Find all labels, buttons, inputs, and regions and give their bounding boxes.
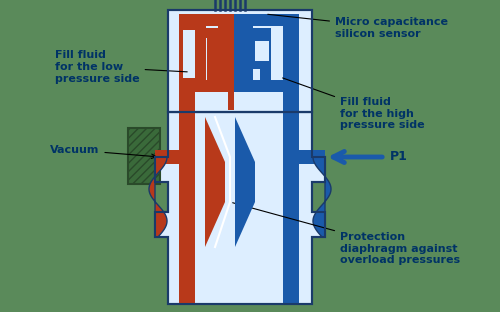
Text: Fill fluid
for the high
pressure side: Fill fluid for the high pressure side: [282, 78, 424, 130]
Bar: [195, 26, 206, 80]
Bar: [179, 14, 230, 26]
Bar: [168, 10, 312, 112]
Bar: [179, 104, 195, 304]
Bar: [179, 14, 195, 110]
Bar: [242, 28, 271, 38]
Text: Micro capacitance
silicon sensor: Micro capacitance silicon sensor: [268, 14, 448, 39]
Bar: [242, 32, 271, 80]
Bar: [228, 14, 234, 110]
Bar: [183, 30, 216, 78]
Bar: [179, 80, 230, 92]
Bar: [155, 150, 195, 164]
Bar: [230, 80, 299, 92]
Text: Vacuum: Vacuum: [50, 145, 156, 158]
Polygon shape: [149, 157, 167, 237]
Bar: [168, 10, 312, 112]
Bar: [230, 14, 242, 92]
Text: Fill fluid
for the low
pressure side: Fill fluid for the low pressure side: [55, 51, 187, 84]
Text: P1: P1: [390, 150, 408, 163]
Polygon shape: [235, 117, 255, 247]
Bar: [253, 61, 271, 69]
Polygon shape: [155, 112, 325, 304]
Bar: [128, 128, 160, 184]
Text: Protection
diaphragm against
overload pressures: Protection diaphragm against overload pr…: [232, 203, 460, 265]
Bar: [262, 36, 271, 69]
Bar: [230, 14, 299, 26]
Bar: [207, 28, 218, 80]
Bar: [183, 40, 216, 78]
Bar: [253, 32, 262, 69]
Polygon shape: [205, 117, 225, 247]
Bar: [283, 104, 299, 304]
Bar: [255, 41, 269, 61]
Bar: [260, 28, 271, 80]
Bar: [218, 14, 230, 92]
Bar: [195, 28, 218, 38]
Bar: [242, 26, 253, 80]
Bar: [253, 36, 271, 44]
Bar: [283, 150, 325, 164]
Polygon shape: [313, 157, 331, 237]
Bar: [283, 14, 299, 110]
